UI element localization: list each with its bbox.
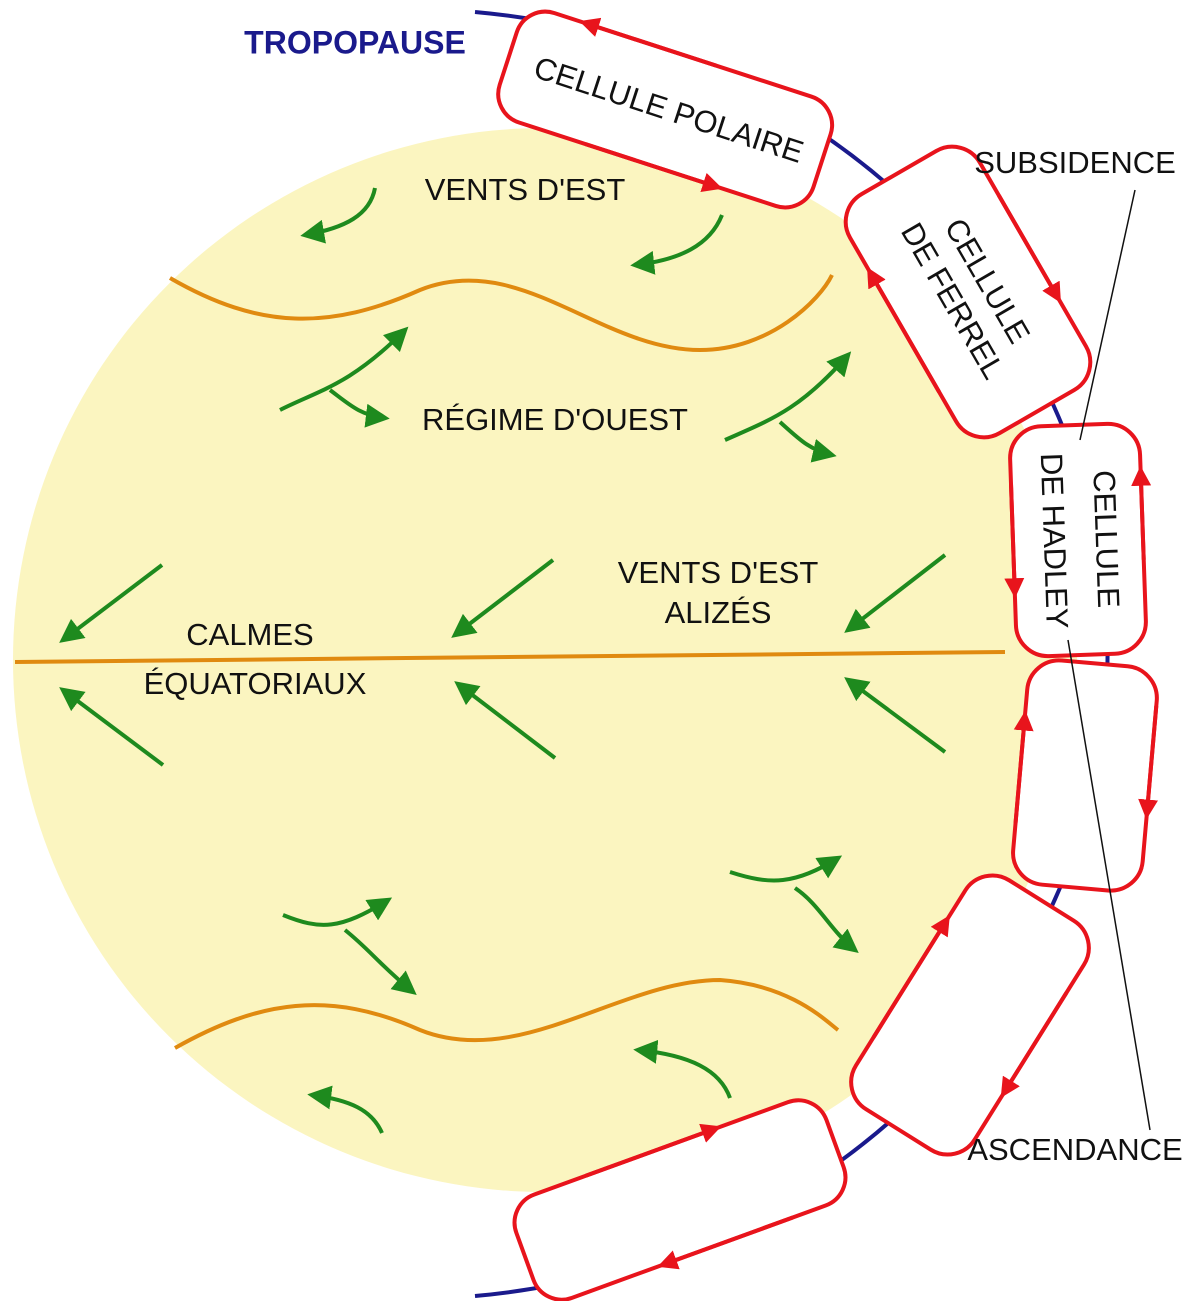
zone-label: VENTS D'EST: [618, 555, 819, 590]
zone-label: RÉGIME D'OUEST: [422, 402, 688, 437]
cell-label: DE HADLEY: [1034, 452, 1075, 629]
tropopause-label: TROPOPAUSE: [244, 24, 466, 60]
zone-label: ÉQUATORIAUX: [144, 666, 367, 701]
zone-label: VENTS D'EST: [425, 172, 626, 207]
ascendance-label: ASCENDANCE: [967, 1132, 1182, 1167]
subsidence-label: SUBSIDENCE: [974, 145, 1176, 180]
zone-label: CALMES: [186, 617, 313, 652]
diagram: TROPOPAUSE CELLULE POLAIRE CELLULE DE FE…: [0, 0, 1196, 1301]
south-hadley-cell: [1010, 658, 1159, 893]
cell-label: CELLULE: [1086, 470, 1126, 609]
leader-line: [1080, 190, 1135, 440]
hadley-cell: [1009, 423, 1147, 657]
zone-label: ALIZÉS: [665, 595, 772, 630]
